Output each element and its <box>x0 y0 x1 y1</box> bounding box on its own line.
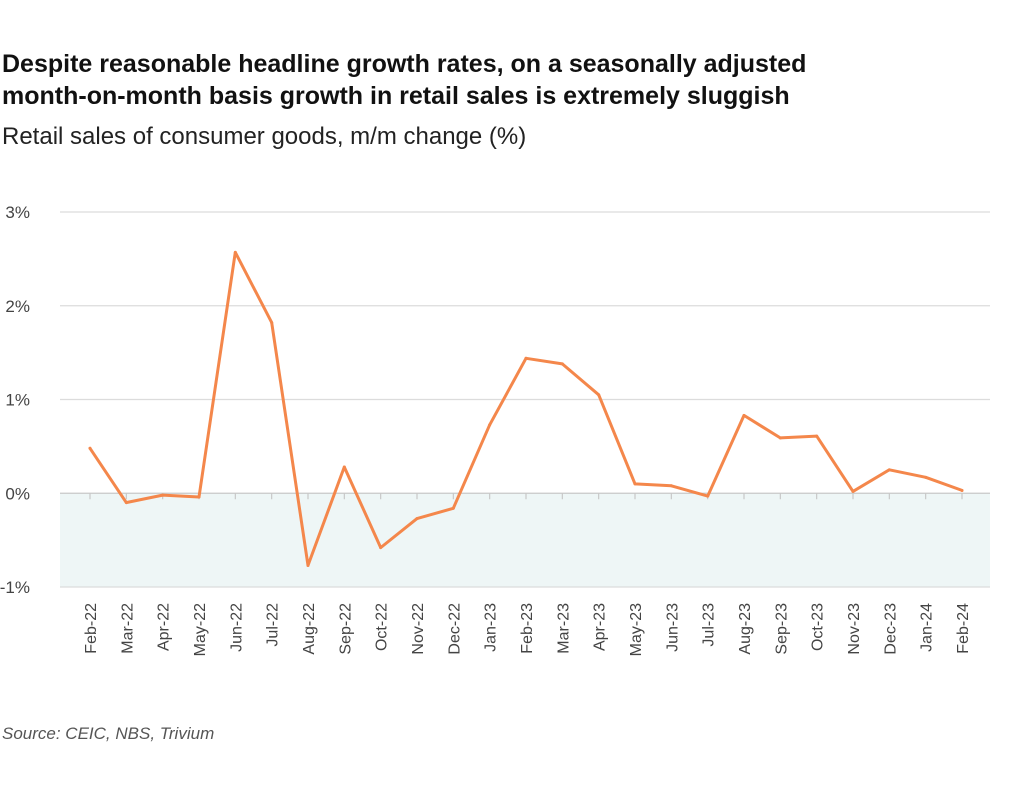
x-tick-label: Dec-22 <box>446 603 463 655</box>
data-point <box>342 465 346 469</box>
data-point <box>851 489 855 493</box>
data-point <box>488 423 492 427</box>
x-tick-label: Jan-24 <box>919 603 936 652</box>
x-tick-label: Sep-22 <box>337 603 354 655</box>
x-tick-label: May-22 <box>192 603 209 656</box>
x-tick-label: Apr-22 <box>156 603 173 651</box>
x-tick-label: Jun-23 <box>664 603 681 652</box>
x-tick-label: Feb-23 <box>519 603 536 654</box>
y-axis-ticks: 3% 2% 1% 0% -1% <box>0 203 30 597</box>
y-tick-label: 1% <box>5 391 30 410</box>
gridlines <box>60 211 990 588</box>
data-point <box>924 475 928 479</box>
data-point <box>560 362 564 366</box>
data-point <box>124 501 128 505</box>
x-tick-label: Jul-23 <box>701 603 718 647</box>
x-tick-label: Jan-23 <box>483 603 500 652</box>
x-tick-label: Aug-22 <box>301 603 318 655</box>
data-point <box>669 484 673 488</box>
x-tick-label: Feb-24 <box>955 603 972 654</box>
x-tick-label: Aug-23 <box>737 603 754 655</box>
data-point <box>597 393 601 397</box>
source-note: Source: CEIC, NBS, Trivium <box>2 724 215 743</box>
x-tick-label: Sep-23 <box>773 603 790 655</box>
x-tick-label: Oct-23 <box>810 603 827 651</box>
x-tick-label: Mar-22 <box>119 603 136 654</box>
data-point <box>815 434 819 438</box>
data-point <box>633 482 637 486</box>
data-point <box>887 468 891 472</box>
negative-region-band <box>60 493 990 587</box>
data-point <box>161 493 165 497</box>
chart-title-line-1: Despite reasonable headline growth rates… <box>2 50 807 78</box>
data-point <box>233 250 237 254</box>
x-tick-label: Oct-22 <box>374 603 391 651</box>
x-tick-label: Apr-23 <box>592 603 609 651</box>
data-point <box>742 413 746 417</box>
x-tick-label: Jul-22 <box>265 603 282 647</box>
x-tick-label: Dec-23 <box>882 603 899 655</box>
data-point <box>379 546 383 550</box>
y-tick-label: -1% <box>0 578 30 597</box>
data-point <box>270 321 274 325</box>
data-point <box>960 488 964 492</box>
y-tick-label: 2% <box>5 297 30 316</box>
data-point <box>706 494 710 498</box>
data-point <box>451 506 455 510</box>
x-tick-label: Jun-22 <box>228 603 245 652</box>
x-tick-label: Feb-22 <box>83 603 100 654</box>
data-point <box>88 446 92 450</box>
data-point <box>524 356 528 360</box>
data-point <box>415 517 419 521</box>
chart-title-line-2: month-on-month basis growth in retail sa… <box>2 82 790 110</box>
chart-title: Despite reasonable headline growth rates… <box>2 48 1002 112</box>
x-tick-label: May-23 <box>628 603 645 656</box>
y-tick-label: 0% <box>5 484 30 503</box>
data-point <box>778 436 782 440</box>
y-tick-label: 3% <box>5 203 30 222</box>
x-axis-ticks: Feb-22 Mar-22 Apr-22 May-22 Jun-22 Jul-22 Aug-… <box>83 493 972 656</box>
data-point <box>306 563 310 567</box>
chart-subtitle: Retail sales of consumer goods, m/m chan… <box>2 123 527 150</box>
data-point <box>197 495 201 499</box>
x-tick-label: Nov-22 <box>410 603 427 655</box>
x-tick-label: Mar-23 <box>555 603 572 654</box>
x-tick-label: Nov-23 <box>846 603 863 655</box>
